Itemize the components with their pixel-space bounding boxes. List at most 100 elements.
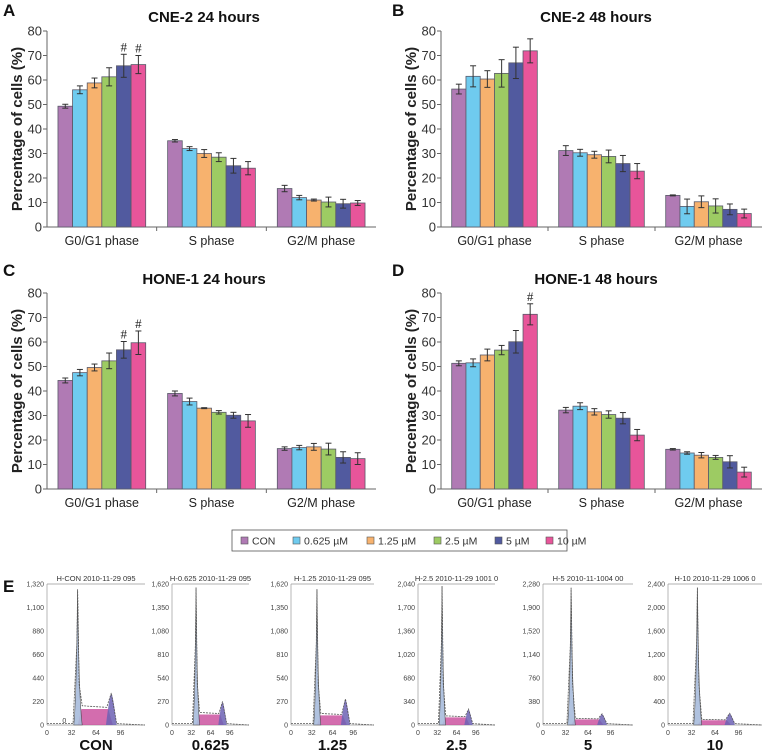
legend-swatch	[240, 536, 249, 545]
histogram-s-phase-area	[442, 717, 470, 725]
bar	[465, 75, 481, 228]
histogram-y-tick: 1,360	[397, 629, 415, 636]
x-category-label: S phase	[189, 496, 235, 510]
histogram-x-tick: 64	[711, 730, 719, 737]
histogram-g2-peak	[340, 700, 351, 725]
histogram-y-tick: 380	[528, 699, 540, 706]
histogram-s-phase-area	[571, 719, 604, 725]
bar	[494, 72, 510, 228]
histogram-y-tick: 440	[32, 676, 44, 683]
y-tick-label: 0	[35, 220, 42, 235]
histogram-g2-peak	[597, 714, 607, 725]
chart-title: HONE-1 48 hours	[534, 271, 657, 288]
bar	[211, 156, 227, 228]
histogram-y-tick: 810	[157, 652, 169, 659]
histogram-x-tick: 96	[472, 730, 480, 737]
histogram-y-tick: 2,040	[397, 582, 415, 589]
y-tick-label: 60	[28, 335, 42, 350]
histogram-y-tick: 1,520	[522, 629, 540, 636]
histogram-trace-line	[172, 587, 250, 726]
histogram-x-tick: 32	[308, 730, 316, 737]
histogram-x-tick: 64	[207, 730, 215, 737]
bar	[558, 409, 574, 490]
y-tick-label: 40	[28, 384, 42, 399]
histogram-y-tick: 1,620	[151, 582, 169, 589]
histogram-x-tick: 0	[541, 730, 545, 737]
histogram-trace-line	[543, 587, 634, 726]
histogram-sample-label: 10	[707, 737, 724, 754]
chart-title: HONE-1 24 hours	[142, 271, 265, 288]
histogram-y-tick: 1,080	[270, 629, 288, 636]
histogram-y-tick: 1,200	[647, 652, 665, 659]
legend-label: 1.25 µM	[378, 536, 416, 548]
bar	[211, 411, 227, 490]
histogram-y-tick: 0	[165, 723, 169, 730]
panel-letter: B	[392, 1, 404, 20]
legend-label: 2.5 µM	[445, 536, 477, 548]
bar	[225, 165, 242, 228]
bar	[508, 341, 524, 490]
histogram-y-tick: 2,280	[522, 582, 540, 589]
histogram-y-tick: 270	[276, 699, 288, 706]
histogram-y-tick: 340	[403, 699, 415, 706]
y-tick-label: 10	[28, 457, 42, 472]
bar	[350, 202, 366, 228]
legend-label: 10 µM	[557, 536, 586, 548]
bar	[276, 448, 293, 490]
panel-d: D HONE-1 48 hours Percentage of cells (%) 0…	[392, 261, 762, 510]
bar	[72, 89, 88, 228]
legend-box	[231, 529, 568, 552]
panel-letter-e: E	[3, 577, 14, 596]
bar	[465, 362, 481, 490]
bar	[665, 194, 681, 228]
bar	[558, 150, 574, 228]
histogram-x-tick: 96	[349, 730, 357, 737]
bar	[494, 349, 510, 490]
y-tick-label: 70	[28, 48, 42, 63]
histogram-y-tick: 1,350	[270, 605, 288, 612]
bar	[130, 342, 147, 490]
histogram-trace-line	[47, 589, 146, 726]
histogram-title: H-10 2010-11-29 1006 0	[674, 574, 755, 583]
histogram-x-tick: 64	[453, 730, 461, 737]
histogram-y-tick: 2,000	[647, 605, 665, 612]
histogram-g2-peak	[724, 713, 735, 725]
y-tick-label: 0	[35, 482, 42, 497]
histogram-y-tick: 220	[32, 699, 44, 706]
bar	[451, 362, 467, 490]
y-tick-label: 80	[422, 286, 436, 301]
histogram-sample-label: 0.625	[192, 737, 230, 754]
histogram-title: H-5 2010-11-1004 00	[553, 574, 624, 583]
histogram-title: H-2.5 2010-11-29 1001 0	[415, 574, 498, 583]
histogram-sample-label: 1.25	[318, 737, 347, 754]
bar	[116, 65, 132, 228]
bar	[522, 313, 538, 490]
histogram-s-phase-area	[196, 714, 224, 725]
histogram-x-tick: 32	[187, 730, 195, 737]
significance-marker: #	[121, 39, 128, 54]
chart-title: CNE-2 24 hours	[148, 9, 260, 26]
histogram-title: H-1.25 2010-11-29 095	[294, 574, 371, 583]
y-tick-label: 70	[28, 310, 42, 325]
histogram-1: H-CON 2010-11-29 095 0 220 440 660 880 1,100 1,…	[26, 574, 146, 754]
histogram-4: H-2.5 2010-11-29 1001 0 0 340 680 1,020 1,360…	[397, 574, 498, 754]
histogram-y-tick: 540	[157, 676, 169, 683]
histogram-sample-label: CON	[79, 737, 112, 754]
histogram-y-tick: 1,080	[151, 629, 169, 636]
bar	[101, 360, 117, 490]
histogram-x-tick: 96	[607, 730, 615, 737]
significance-marker: #	[121, 327, 128, 342]
histogram-g1-peak	[693, 587, 703, 726]
histogram-y-tick: 1,020	[397, 652, 415, 659]
y-tick-label: 20	[28, 171, 42, 186]
y-tick-label: 10	[28, 195, 42, 210]
histogram-y-tick: 880	[32, 629, 44, 636]
chart-title: CNE-2 48 hours	[540, 9, 652, 26]
histogram-y-tick: 540	[276, 676, 288, 683]
histogram-x-tick: 64	[329, 730, 337, 737]
histogram-y-tick: 0	[284, 723, 288, 730]
histogram-y-tick: 1,620	[270, 582, 288, 589]
bar	[130, 64, 147, 228]
histogram-y-tick: 0	[536, 723, 540, 730]
bar	[601, 414, 617, 490]
